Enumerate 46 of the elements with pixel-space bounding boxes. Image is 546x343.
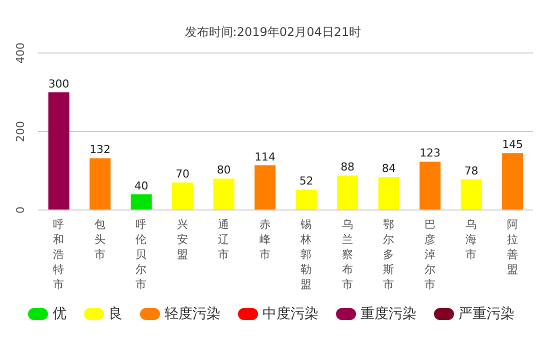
x-tick-label: 包头市 — [94, 218, 106, 261]
bar — [460, 179, 482, 210]
data-label: 84 — [382, 162, 396, 176]
data-label: 88 — [340, 160, 355, 174]
bar — [420, 162, 441, 210]
legend-label: 良 — [108, 305, 122, 323]
x-tick-label: 赤峰市 — [259, 218, 270, 261]
data-label: 78 — [464, 164, 478, 178]
bar — [502, 153, 524, 210]
bar — [90, 158, 111, 210]
bar — [172, 182, 194, 210]
bar — [130, 194, 152, 210]
y-tick-label: 200 — [14, 121, 27, 142]
bar — [213, 178, 234, 210]
x-tick-label: 乌兰察布市 — [342, 218, 353, 291]
x-tick-label: 呼伦贝尔市 — [136, 218, 147, 291]
bar — [378, 177, 400, 210]
data-label: 40 — [134, 179, 148, 192]
chart-title: 发布时间:2019年02月04日21时 — [184, 24, 362, 41]
legend-label: 轻度污染 — [164, 305, 220, 323]
x-tick-label: 通辽市 — [218, 218, 230, 261]
data-label: 123 — [420, 146, 441, 160]
x-tick-label: 巴彦淖尔市 — [424, 218, 436, 291]
x-tick-label: 呼和浩特市 — [53, 218, 64, 291]
x-tick-label: 阿拉善盟 — [506, 218, 518, 276]
data-label: 70 — [176, 168, 190, 181]
data-label: 300 — [48, 77, 70, 90]
bar — [296, 190, 317, 210]
x-tick-label: 兴安盟 — [176, 218, 188, 261]
legend-label: 优 — [52, 305, 66, 323]
y-tick-label: 0 — [14, 206, 27, 214]
x-tick-label: 鄂尔多斯市 — [383, 218, 394, 291]
legend-label: 重度污染 — [360, 305, 416, 323]
legend-label: 严重污染 — [458, 305, 514, 323]
y-tick-label: 400 — [14, 42, 27, 64]
data-label: 114 — [254, 150, 276, 164]
legend-label: 中度污染 — [262, 305, 318, 323]
bar — [337, 175, 358, 210]
data-label: 132 — [90, 143, 111, 156]
bar — [48, 92, 70, 210]
x-tick-label: 锡林郭勒盟 — [300, 218, 312, 291]
data-label: 80 — [216, 164, 231, 177]
data-label: 52 — [299, 174, 314, 188]
x-tick-label: 乌海市 — [466, 218, 477, 261]
bar — [254, 165, 276, 210]
data-label: 145 — [502, 138, 524, 152]
